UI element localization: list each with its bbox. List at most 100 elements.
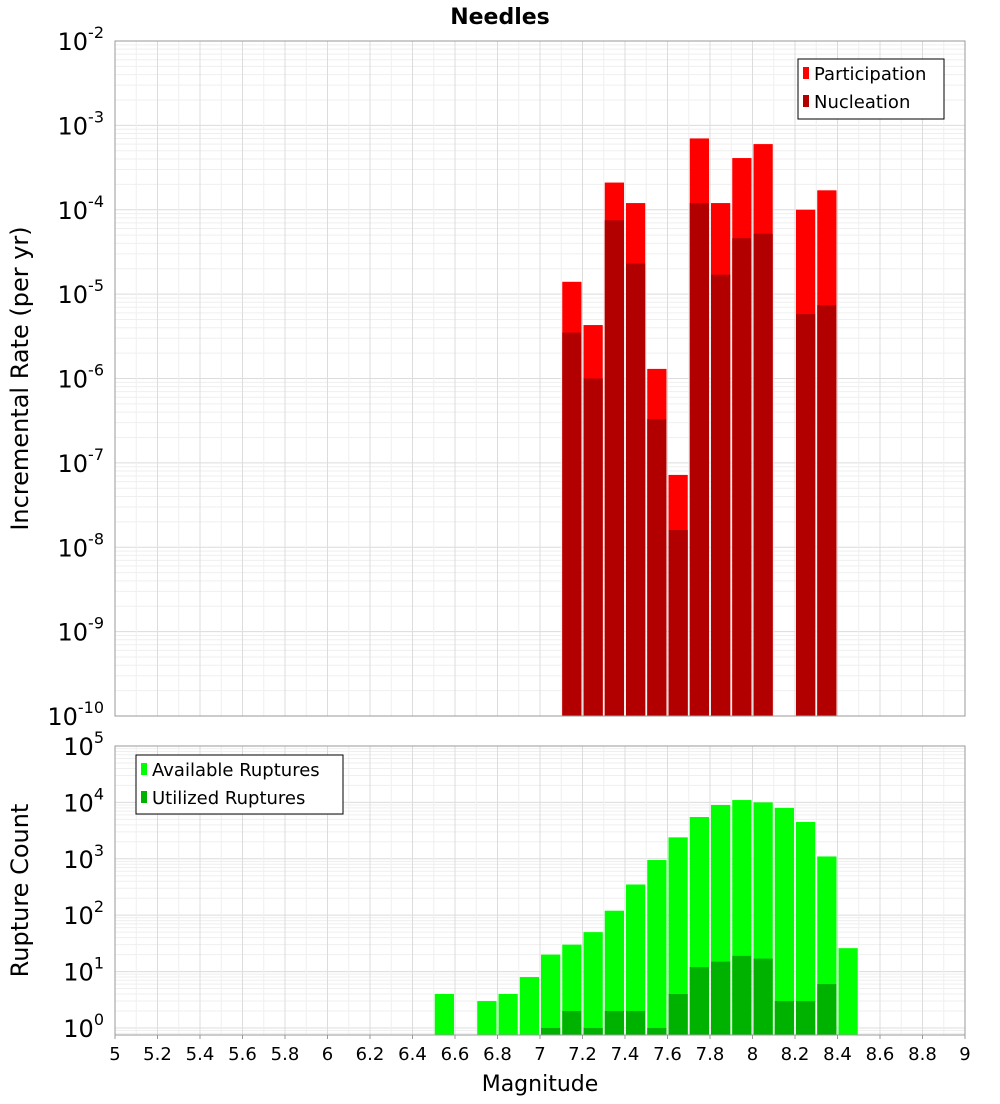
x-tick-label: 7.8 [696,1044,725,1065]
chart-title: Needles [450,5,550,30]
y-tick-label: 103 [63,841,104,874]
y-tick-label: 101 [63,954,104,987]
y-tick-label: 10-3 [58,107,105,140]
bar [434,994,454,1035]
bar [604,910,624,1035]
bar [774,807,794,1035]
x-tick-label: 7.2 [568,1044,597,1065]
bar [796,821,816,1035]
bar [541,1027,561,1035]
y-tick-exponent: -4 [88,192,104,211]
legend: Available Ruptures Utilized Ruptures [135,754,344,815]
y-tick-exponent: -7 [88,445,104,464]
y-tick-label: 10-7 [58,445,105,478]
legend: Participation Nucleation [797,58,945,120]
bar [562,332,582,716]
bar [647,1027,667,1035]
x-tick-label: 5.8 [271,1044,300,1065]
bar [753,958,773,1035]
rate-panel: 10-10 10-9 10-8 10-7 10-6 10-5 10-4 10-3 10-2 Inc… [6,23,966,731]
bar [711,274,731,716]
x-tick-label: 7.4 [611,1044,640,1065]
y-axis-label: Rupture Count [6,804,34,978]
y-tick-exponent: 3 [94,841,104,860]
x-tick-label: 8 [747,1044,758,1065]
x-tick-label: 9 [959,1044,970,1065]
x-tick-label: 6.4 [398,1044,427,1065]
y-tick-exponent: -9 [88,614,104,633]
bar [817,984,837,1035]
series-utilized-ruptures [541,955,837,1035]
y-tick-exponent: -5 [88,276,104,295]
x-tick-label: 5.4 [186,1044,215,1065]
bar [689,203,709,716]
bar [477,1001,497,1035]
bar [541,954,561,1035]
y-tick-label: 102 [63,897,104,930]
bar [604,220,624,717]
bar [647,860,667,1035]
bar [753,233,773,716]
y-tick-label: 105 [63,728,104,761]
legend-swatch [141,763,147,775]
grid-lines [114,40,966,717]
legend-swatch [803,95,809,107]
x-tick-label: 8.2 [781,1044,810,1065]
y-tick-exponent: -6 [88,361,104,380]
bar [583,378,603,716]
x-tick-label: 7 [534,1044,545,1065]
y-tick-exponent: 5 [94,728,104,747]
y-tick-exponent: 4 [94,784,104,803]
bar [796,314,816,716]
bar [647,419,667,716]
legend-swatch [141,791,147,803]
legend-label: Nucleation [814,92,910,113]
y-tick-exponent: -10 [78,698,104,717]
y-tick-exponent: -3 [88,107,104,126]
bar [668,530,688,716]
plot-frame [114,40,966,717]
bar [689,967,709,1035]
legend-label: Available Ruptures [152,760,320,781]
legend-label: Utilized Ruptures [152,788,305,809]
x-tick-label: 6 [322,1044,333,1065]
legend-box [797,58,945,120]
y-axis-label: Incremental Rate (per yr) [6,226,34,530]
x-tick-label: 5 [109,1044,120,1065]
x-tick-label: 8.8 [908,1044,937,1065]
series-nucleation [562,203,837,717]
y-tick-label: 10-9 [58,614,105,647]
bar [732,955,752,1035]
y-tick-exponent: 0 [94,1010,104,1029]
bar [626,884,646,1035]
y-tick-label: 10-4 [58,192,105,225]
y-tick-label: 100 [63,1010,104,1043]
y-tick-label: 10-6 [58,361,105,394]
legend-label: Participation [814,64,926,85]
bar [583,1027,603,1035]
bar [519,977,539,1035]
x-tick-label: 5.6 [228,1044,257,1065]
x-tick-label: 6.8 [483,1044,512,1065]
y-tick-label: 10-5 [58,276,105,309]
bar [583,932,603,1035]
x-tick-label: 7.6 [653,1044,682,1065]
y-tick-label: 10-2 [58,23,105,56]
y-tick-label: 104 [63,784,104,817]
bar [498,994,518,1035]
bar [562,1010,582,1035]
x-tick-label: 8.6 [866,1044,895,1065]
bar [796,1001,816,1035]
bar [774,1001,794,1035]
y-tick-exponent: -8 [88,529,104,548]
bar [711,961,731,1035]
bar [626,1010,646,1035]
bar [817,305,837,716]
bar [732,238,752,716]
y-tick-exponent: -2 [88,23,104,42]
legend-box [135,754,344,815]
bar [668,994,688,1035]
